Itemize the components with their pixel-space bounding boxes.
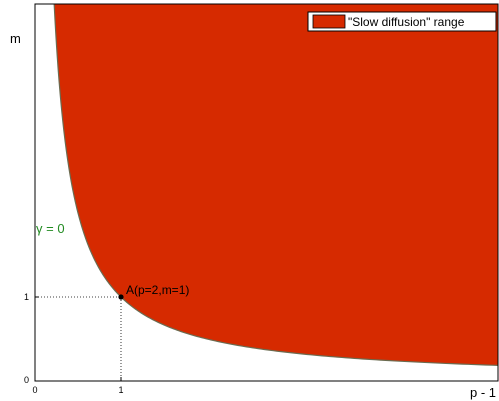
gamma-zero-curve <box>53 3 499 366</box>
legend-box <box>307 11 497 32</box>
plot-area: A(p=2,m=1) γ = 0 <box>35 3 499 381</box>
y-axis-label: m <box>10 31 21 46</box>
legend-entry-label: "Slow diffusion" range <box>348 15 465 29</box>
x-tick-label-1: 1 <box>118 385 123 395</box>
gamma-curve-label: γ = 0 <box>36 221 65 236</box>
plot-frame <box>34 3 499 382</box>
x-tick-label-0: 0 <box>32 385 37 395</box>
y-tick-label-0: 0 <box>24 375 29 385</box>
y-tick-label-1: 1 <box>24 292 29 302</box>
legend-swatch <box>312 14 346 29</box>
tick-group: 0 1 0 1 <box>24 292 124 395</box>
point-a-marker <box>118 294 124 300</box>
point-a-label: A(p=2,m=1) <box>126 283 189 297</box>
x-axis-label: p - 1 <box>470 385 496 400</box>
slow-diffusion-region <box>54 4 498 366</box>
legend: "Slow diffusion" range <box>307 11 497 32</box>
